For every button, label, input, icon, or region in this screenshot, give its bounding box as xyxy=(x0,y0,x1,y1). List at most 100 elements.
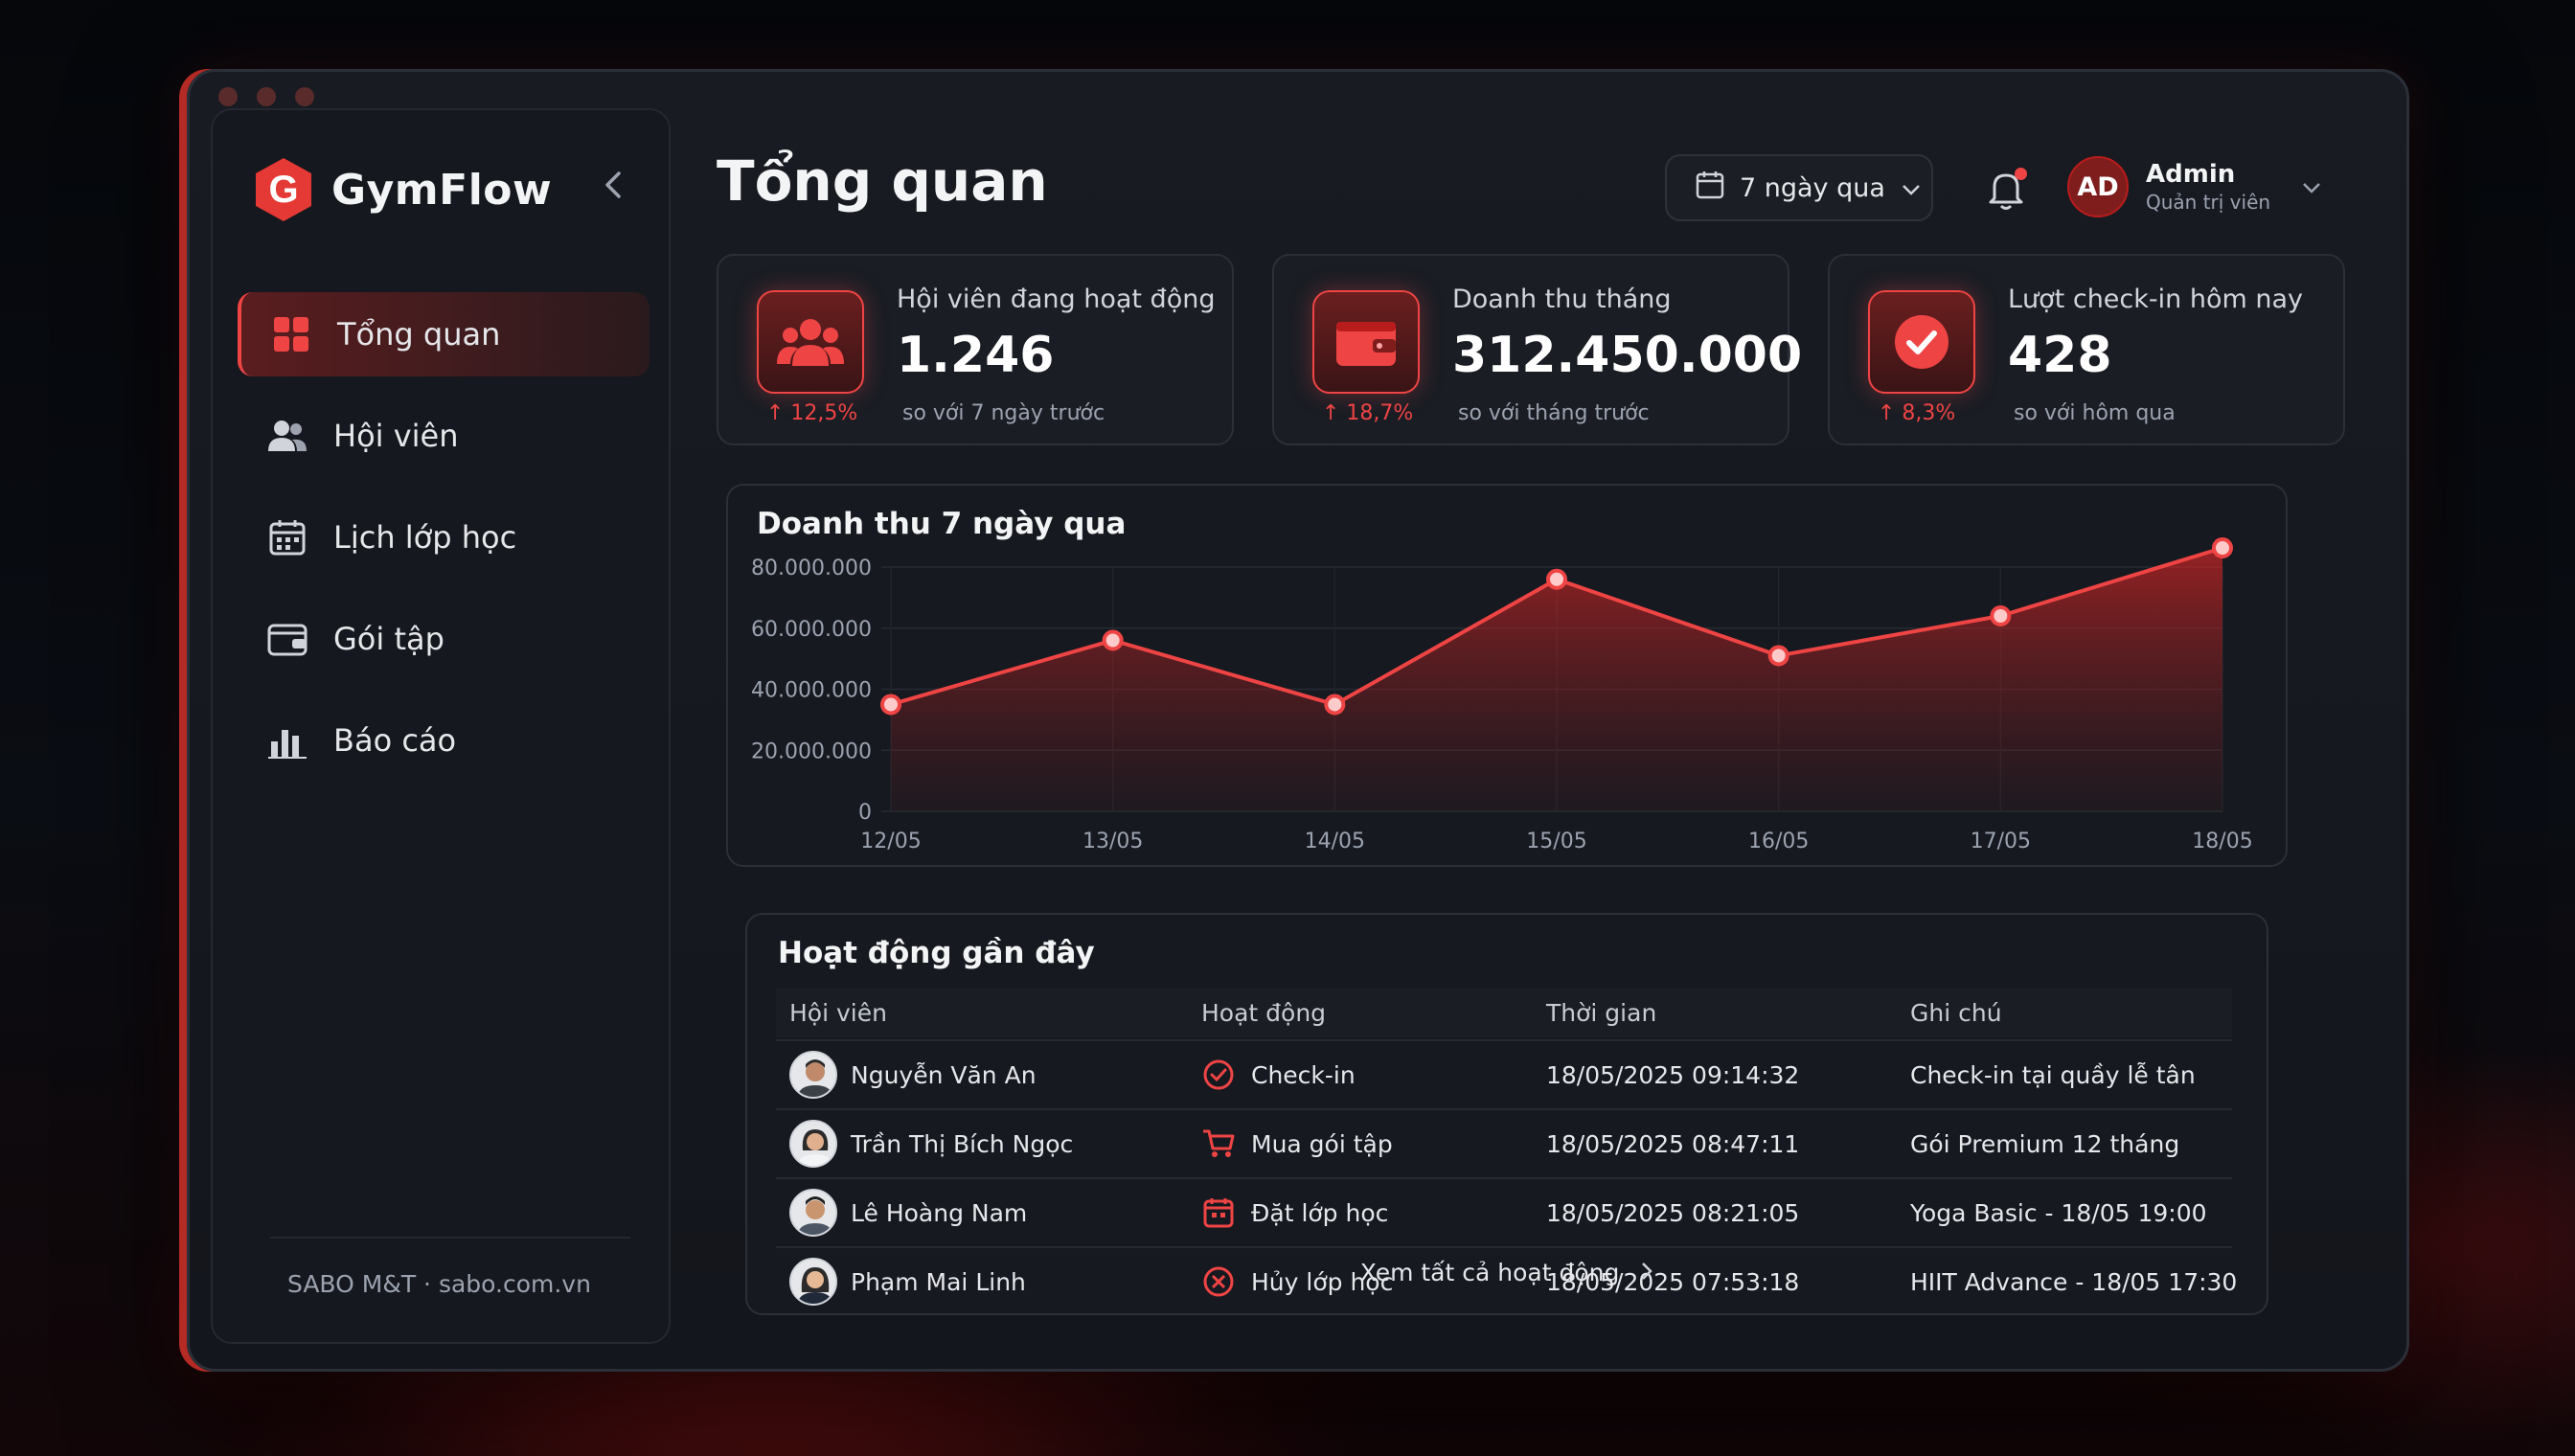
member-name: Nguyễn Văn An xyxy=(851,1060,1037,1089)
activity-type: Mua gói tập xyxy=(1251,1129,1393,1158)
sidebar-item-bao-cao[interactable]: Báo cáo xyxy=(238,698,649,783)
wallet-icon xyxy=(1312,290,1420,394)
user-menu[interactable]: AD Admin Quản trị viên xyxy=(2067,156,2322,217)
wallet-icon xyxy=(266,618,308,660)
member-avatar xyxy=(789,1120,837,1168)
x-tick-label: 18/05 xyxy=(2192,830,2252,853)
chart-area-fill xyxy=(891,548,2222,811)
app-window: G GymFlow Tổng quan xyxy=(187,69,2409,1372)
activity-time: 18/05/2025 07:53:18 xyxy=(1546,1267,1800,1296)
cart-icon xyxy=(1201,1126,1236,1161)
activity-note: Gói Premium 12 tháng xyxy=(1910,1129,2180,1158)
member-avatar xyxy=(789,1258,837,1306)
column-header: Hội viên xyxy=(789,998,887,1027)
window-maximize-dot[interactable] xyxy=(295,87,314,106)
y-tick-label: 80.000.000 xyxy=(751,557,872,580)
brand[interactable]: G GymFlow xyxy=(253,156,552,223)
calendar-icon xyxy=(1696,171,1724,206)
user-name: Admin xyxy=(2146,160,2236,189)
user-role: Quản trị viên xyxy=(2146,191,2271,214)
stat-card-active-members[interactable]: Hội viên đang hoạt động 1.246 ↑ 12,5% so… xyxy=(717,254,1234,445)
activity-note: Yoga Basic - 18/05 19:00 xyxy=(1910,1198,2207,1227)
stat-value: 312.450.000 xyxy=(1452,327,1803,384)
y-tick-label: 0 xyxy=(858,801,872,825)
check-circle-icon xyxy=(1868,290,1975,394)
chevron-down-icon xyxy=(2301,173,2322,200)
stat-value: 428 xyxy=(2008,327,2112,384)
view-all-label: Xem tất cả hoạt động xyxy=(1359,1259,1620,1286)
column-header: Thời gian xyxy=(1546,998,1657,1027)
gymflow-logo-icon: G xyxy=(253,156,314,223)
sidebar-footer: SABO M&T · sabo.com.vn xyxy=(287,1270,591,1298)
sidebar-item-lich-lop-hoc[interactable]: Lịch lớp học xyxy=(238,495,649,580)
stat-change: ↑ 12,5% xyxy=(766,401,858,425)
sidebar: G GymFlow Tổng quan xyxy=(211,108,671,1344)
table-row[interactable]: Lê Hoàng Nam Đặt lớp học 18/05/2025 08:2… xyxy=(776,1177,2232,1246)
activity-time: 18/05/2025 09:14:32 xyxy=(1546,1060,1800,1089)
member-name: Trần Thị Bích Ngọc xyxy=(851,1129,1074,1158)
stat-card-checkins-today[interactable]: Lượt check-in hôm nay 428 ↑ 8,3% so với … xyxy=(1828,254,2345,445)
activity-title: Hoạt động gần đây xyxy=(778,936,1095,970)
avatar: AD xyxy=(2067,156,2129,217)
chart-data-point[interactable] xyxy=(1324,694,1346,716)
activity-time: 18/05/2025 08:21:05 xyxy=(1546,1198,1800,1227)
y-tick-label: 60.000.000 xyxy=(751,618,872,642)
stat-comparison: so với tháng trước xyxy=(1458,401,1650,425)
calendar-icon xyxy=(266,516,308,558)
stat-label: Hội viên đang hoạt động xyxy=(897,284,1216,314)
calendar-icon xyxy=(1201,1195,1236,1230)
main-content: Tổng quan 7 ngày qua A xyxy=(707,108,2368,1331)
brand-name: GymFlow xyxy=(331,165,553,215)
sidebar-item-label: Báo cáo xyxy=(333,722,457,759)
sidebar-item-hoi-vien[interactable]: Hội viên xyxy=(238,394,649,478)
stat-change: ↑ 18,7% xyxy=(1322,401,1414,425)
stat-label: Lượt check-in hôm nay xyxy=(2008,284,2303,314)
x-tick-label: 12/05 xyxy=(860,830,921,853)
sidebar-item-label: Lịch lớp học xyxy=(333,519,517,556)
chart-data-point[interactable] xyxy=(2212,537,2233,558)
x-tick-label: 16/05 xyxy=(1748,830,1809,853)
stat-comparison: so với hôm qua xyxy=(2014,401,2176,425)
table-row[interactable]: Phạm Mai Linh Hủy lớp học 18/05/2025 07:… xyxy=(776,1246,2237,1315)
sidebar-item-label: Gói tập xyxy=(333,621,444,657)
sidebar-nav: Tổng quan Hội viên xyxy=(238,292,649,800)
stat-change: ↑ 8,3% xyxy=(1878,401,1956,425)
check-circle-icon xyxy=(1201,1058,1236,1092)
column-header: Hoạt động xyxy=(1201,998,1327,1027)
stat-card-monthly-revenue[interactable]: Doanh thu tháng 312.450.000 ↑ 18,7% so v… xyxy=(1272,254,1802,445)
activity-type: Hủy lớp học xyxy=(1251,1267,1394,1296)
users-icon xyxy=(266,415,308,457)
chart-data-point[interactable] xyxy=(1990,605,2012,626)
page-title: Tổng quan xyxy=(717,148,1048,214)
table-body: Nguyễn Văn An Check-in 18/05/2025 09:14:… xyxy=(776,1039,2237,1315)
grid-icon xyxy=(270,313,312,355)
activity-time: 18/05/2025 08:47:11 xyxy=(1546,1129,1800,1158)
table-row[interactable]: Trần Thị Bích Ngọc Mua gói tập 18/05/202… xyxy=(776,1108,2232,1177)
sidebar-item-tong-quan[interactable]: Tổng quan xyxy=(238,292,649,376)
sidebar-item-goi-tap[interactable]: Gói tập xyxy=(238,597,649,681)
view-all-activity-link[interactable]: Xem tất cả hoạt động xyxy=(747,1259,2267,1286)
chart-data-point[interactable] xyxy=(1767,645,1789,667)
chart-data-point[interactable] xyxy=(880,694,901,716)
window-minimize-dot[interactable] xyxy=(257,87,276,106)
chart-data-point[interactable] xyxy=(1546,568,1567,590)
chart-data-point[interactable] xyxy=(1102,629,1124,651)
activity-note: HIIT Advance - 18/05 17:30 xyxy=(1910,1267,2238,1296)
collapse-sidebar-icon[interactable] xyxy=(594,166,632,204)
table-row[interactable]: Nguyễn Văn An Check-in 18/05/2025 09:14:… xyxy=(776,1039,2232,1108)
svg-text:G: G xyxy=(268,169,298,211)
window-controls xyxy=(218,87,314,106)
y-tick-label: 40.000.000 xyxy=(751,679,872,703)
member-avatar xyxy=(789,1051,837,1099)
window-close-dot[interactable] xyxy=(218,87,238,106)
column-header: Ghi chú xyxy=(1910,998,2002,1027)
date-range-label: 7 ngày qua xyxy=(1740,172,1885,203)
recent-activity-card: Hoạt động gần đây Hội viên Hoạt động Thờ… xyxy=(745,913,2268,1315)
notification-bell-icon[interactable] xyxy=(1981,164,2031,214)
chevron-down-icon xyxy=(1901,173,1922,203)
sidebar-divider xyxy=(270,1237,630,1239)
bar-chart-icon xyxy=(266,719,308,762)
y-tick-label: 20.000.000 xyxy=(751,739,872,763)
x-tick-label: 14/05 xyxy=(1305,830,1365,853)
date-range-dropdown[interactable]: 7 ngày qua xyxy=(1665,154,1933,221)
